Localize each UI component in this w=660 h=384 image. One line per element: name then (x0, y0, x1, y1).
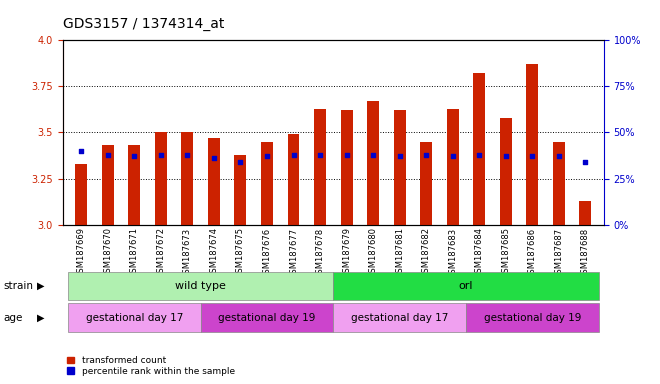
Point (394, 153, 405, 159)
Point (235, 159, 246, 165)
Bar (155, 132, 167, 225)
Bar (68, 303, 201, 333)
Bar (333, 303, 466, 333)
Bar (182, 132, 193, 225)
Text: GDS3157 / 1374314_at: GDS3157 / 1374314_at (63, 17, 224, 31)
Bar (314, 109, 326, 225)
Point (500, 153, 511, 159)
Bar (102, 146, 114, 225)
Point (554, 153, 564, 159)
Bar (466, 303, 599, 333)
Text: gestational day 17: gestational day 17 (351, 313, 448, 323)
Bar (288, 134, 300, 225)
Bar (234, 155, 246, 225)
Text: ▶: ▶ (38, 313, 45, 323)
Point (262, 153, 273, 159)
Bar (367, 101, 379, 225)
Bar (201, 303, 333, 333)
Bar (261, 142, 273, 225)
Point (474, 152, 484, 158)
Point (368, 152, 378, 158)
Bar (579, 201, 591, 225)
Text: gestational day 19: gestational day 19 (484, 313, 581, 323)
Bar (420, 142, 432, 225)
Bar (128, 146, 141, 225)
Point (580, 159, 591, 165)
Text: age: age (3, 313, 22, 323)
Text: wild type: wild type (175, 281, 226, 291)
Point (288, 152, 299, 158)
Point (209, 155, 219, 161)
Legend: transformed count, percentile rank within the sample: transformed count, percentile rank withi… (67, 356, 235, 376)
Bar (393, 110, 406, 225)
Bar (68, 272, 333, 300)
Point (129, 153, 140, 159)
Bar (75, 164, 87, 225)
Point (447, 153, 458, 159)
Bar (473, 73, 485, 225)
Text: gestational day 19: gestational day 19 (218, 313, 315, 323)
Text: ▶: ▶ (38, 281, 45, 291)
Text: strain: strain (3, 281, 33, 291)
Text: gestational day 17: gestational day 17 (86, 313, 183, 323)
Point (315, 152, 325, 158)
Text: orl: orl (459, 281, 473, 291)
Point (421, 152, 432, 158)
Bar (333, 272, 599, 300)
Point (341, 152, 352, 158)
Point (182, 152, 193, 158)
Bar (208, 138, 220, 225)
Point (156, 152, 166, 158)
Bar (553, 142, 565, 225)
Point (527, 153, 537, 159)
Point (76, 148, 86, 154)
Bar (447, 109, 459, 225)
Bar (526, 64, 539, 225)
Point (102, 152, 113, 158)
Bar (500, 118, 512, 225)
Bar (341, 110, 352, 225)
